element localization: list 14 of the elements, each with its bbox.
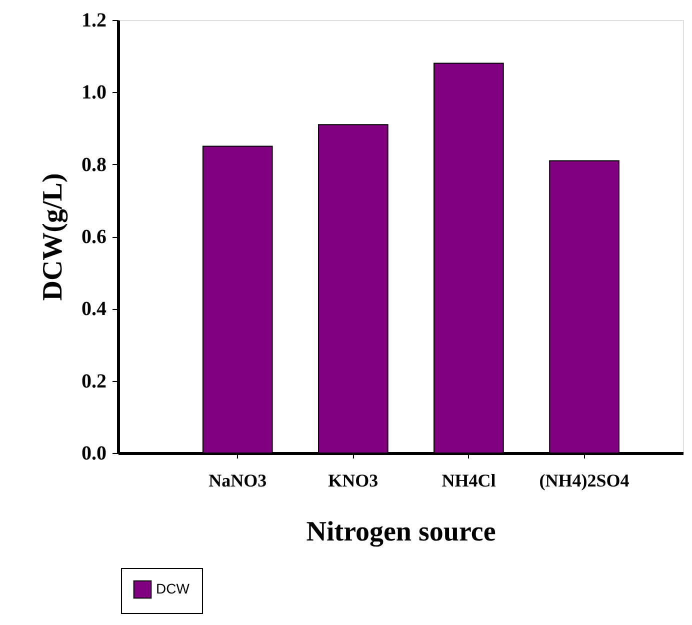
y-tick-label: 1.2 <box>82 10 106 32</box>
x-tick-label: NH4Cl <box>442 470 496 490</box>
x-axis-title: Nitrogen source <box>306 516 496 548</box>
y-tick-label: 0.6 <box>82 226 106 248</box>
y-tick-label: 0.4 <box>82 298 106 320</box>
y-axis-title: DCW(g/L) <box>38 173 68 301</box>
y-tick-label: 0.2 <box>82 370 106 392</box>
y-tick-label: 1.0 <box>82 82 106 104</box>
y-tick-label: 0.0 <box>82 442 106 464</box>
y-tick-label: 0.8 <box>82 154 106 176</box>
x-tick-label: NaNO3 <box>208 470 267 490</box>
x-tick-label: KNO3 <box>328 470 378 490</box>
x-tick-label: (NH4)2SO4 <box>539 470 630 490</box>
legend-label: DCW <box>156 580 190 596</box>
